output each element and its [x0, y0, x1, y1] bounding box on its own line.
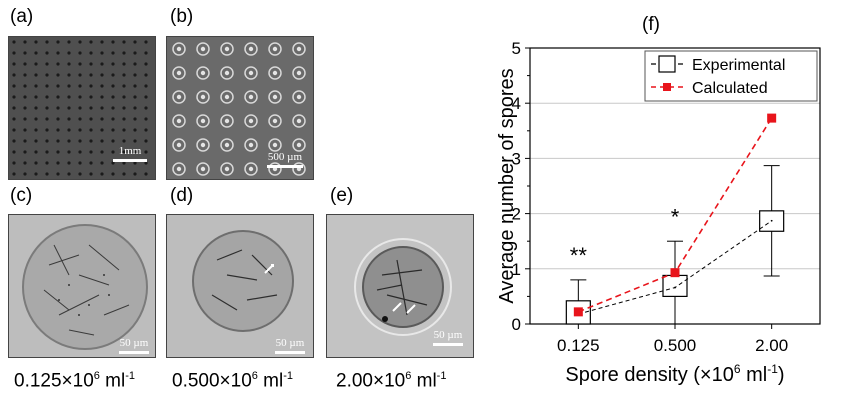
y-tick-label: 4: [512, 94, 521, 113]
y-tick-label: 2: [512, 205, 521, 224]
x-tick-label: 0.125: [557, 336, 600, 355]
scalebar-b: [267, 165, 303, 168]
y-tick-label: 3: [512, 149, 521, 168]
micrograph-d: 50 µm: [166, 214, 314, 358]
panel-label-c: (c): [10, 185, 33, 206]
micrograph-e: 50 µm: [326, 214, 474, 358]
legend-experimental-label: Experimental: [692, 57, 785, 74]
panel-label-a: (a): [10, 6, 34, 27]
calculated-point: [670, 268, 680, 278]
scalebar-label-b: 500 µm: [267, 151, 303, 163]
y-tick-label: 5: [512, 39, 521, 58]
calculated-point: [767, 113, 777, 123]
panel-label-f: (f): [642, 14, 660, 35]
droplet-c: [22, 224, 148, 350]
y-tick-label: 0: [512, 315, 521, 334]
legend: Experimental Calculated: [644, 50, 818, 102]
micrograph-c: 50 µm: [8, 214, 156, 358]
x-tick-label: 2.00: [755, 336, 788, 355]
legend-calculated-marker: [663, 83, 671, 91]
micrograph-a: 1mm: [8, 36, 156, 180]
caption-e: 2.00×106 ml-1: [336, 370, 447, 392]
scalebar-a: [113, 159, 147, 162]
micrograph-b: 500 µm: [166, 36, 314, 180]
experimental-box: [662, 274, 688, 298]
scalebar-d: [275, 351, 305, 354]
scalebar-e: [433, 343, 463, 346]
panel-label-e: (e): [330, 185, 354, 206]
significance-annotations: ***: [570, 204, 680, 268]
legend-calculated-label: Calculated: [692, 80, 768, 97]
caption-c: 0.125×106 ml-1: [14, 370, 136, 392]
legend-experimental-marker: [658, 55, 676, 73]
significance-marker: *: [671, 204, 680, 229]
x-tick-label: 0.500: [654, 336, 697, 355]
panel-label-b: (b): [170, 6, 194, 27]
scalebar-label-a: 1mm: [118, 145, 142, 157]
caption-d: 0.500×106 ml-1: [172, 370, 294, 392]
experimental-line: [578, 220, 772, 315]
scalebar-label-e: 50 µm: [433, 329, 463, 341]
y-ticks: 0 1 2 3 4 5: [512, 39, 530, 334]
x-ticks: 0.125 0.500 2.00: [557, 324, 788, 355]
droplet-d: [192, 230, 294, 332]
ring-array-b: [167, 37, 313, 179]
calculated-point: [573, 307, 583, 317]
dot-array-a: [9, 37, 155, 179]
scalebar-c: [119, 351, 149, 354]
scalebar-label-d: 50 µm: [275, 337, 305, 349]
calculated-series: [573, 113, 777, 317]
scalebar-label-c: 50 µm: [119, 337, 149, 349]
experimental-boxes: [565, 165, 785, 325]
panel-label-d: (d): [170, 185, 194, 206]
y-axis-label: Average number of spores: [496, 68, 518, 303]
droplet-e: [354, 238, 452, 336]
significance-marker: **: [570, 243, 588, 268]
y-tick-label: 1: [512, 260, 521, 279]
x-axis-label: Spore density (×106 ml-1): [565, 362, 784, 386]
